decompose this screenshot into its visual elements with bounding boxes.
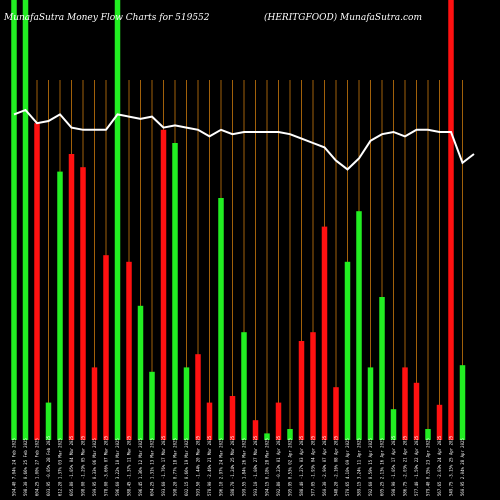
money-flow-bar [91, 367, 98, 440]
money-flow-bar [195, 354, 201, 440]
x-tick-label: 548.20 -2.16% 08 Apr 2025 [334, 435, 339, 496]
money-flow-bars [11, 0, 466, 441]
money-flow-bar [160, 129, 167, 441]
money-flow-bar [149, 371, 155, 440]
x-tick-label: 592.80 -0.23% 01 Apr 2025 [276, 435, 281, 496]
x-tick-label: 598.20 0.77% 18 Mar 2025 [173, 438, 178, 496]
money-flow-bar [356, 211, 362, 440]
money-flow-bar [137, 305, 144, 440]
money-flow-bar [333, 387, 339, 440]
x-tick-label: 577.40 -1.59% 22 Apr 2025 [414, 435, 419, 496]
money-flow-bar [229, 396, 236, 440]
chart-title-left: MunafaSutra Money Flow Charts for 519552 [3, 13, 210, 23]
x-tick-label: 593.60 -1.76% 17 Mar 2025 [161, 435, 166, 496]
x-tick-label: 604.25 1.00% 27 Feb 2025 [35, 438, 40, 496]
money-flow-bar [298, 341, 305, 440]
x-tick-label: 596.10 2.97% 24 Mar 2025 [219, 438, 224, 496]
money-flow-bar [22, 0, 29, 440]
money-flow-bar [114, 0, 121, 440]
x-tick-label: 596.60 3.22% 10 Mar 2025 [115, 438, 120, 496]
money-flow-bar [206, 402, 213, 440]
x-tick-label: 603.95 -0.05% 28 Feb 2025 [46, 435, 51, 496]
x-tick-label: 592.60 0.59% 15 Apr 2025 [368, 438, 373, 496]
money-flow-bar [252, 420, 259, 440]
x-tick-label: 560.30 -2.90% 07 Apr 2025 [322, 435, 327, 496]
money-flow-bar [11, 0, 17, 440]
x-tick-label: 560.95 2.04% 28 Apr 2025 [460, 438, 465, 496]
x-tick-label: 594.40 7.04% 24 Feb 2025 [12, 438, 17, 496]
x-axis-tick-labels: 594.40 7.04% 24 Feb 2025 598.30 0.66% 25 … [12, 435, 466, 496]
money-flow-bar [459, 365, 466, 440]
money-flow-bar [310, 332, 316, 440]
money-flow-bar [68, 154, 75, 440]
x-tick-label: 578.00 -3.66% 07 Mar 2025 [104, 435, 109, 496]
x-tick-label: 598.00 -1.29% 05 Mar 2025 [81, 435, 86, 496]
x-tick-label: 598.30 0.66% 25 Feb 2025 [23, 438, 28, 496]
money-flow-bar [34, 123, 40, 440]
x-tick-label: 605.25 2.13% 16 Apr 2025 [380, 438, 385, 496]
money-flow-bar [241, 332, 247, 440]
x-tick-label: 594.15 0.18% 28 Mar 2025 [265, 438, 270, 496]
money-flow-bar [321, 226, 328, 440]
money-flow-bar [402, 367, 408, 440]
x-tick-label: 602.15 0.66% 19 Mar 2025 [184, 438, 189, 496]
chart-title-right: (HERITGFOOD) MunafaSutra.com [264, 12, 422, 23]
price-trend-line [13, 108, 475, 171]
money-flow-bar [344, 261, 351, 440]
money-flow-bar [183, 367, 190, 440]
money-flow-bar [80, 167, 86, 440]
money-flow-bar [287, 429, 293, 440]
x-tick-label: 586.75 -2.03% 21 Apr 2025 [403, 435, 408, 496]
x-tick-label: 612.20 1.37% 03 Mar 2025 [58, 438, 63, 496]
money-flow-bar [425, 429, 431, 440]
x-tick-label: 588.70 -1.24% 25 Mar 2025 [230, 435, 235, 496]
x-tick-label: 599.95 0.33% 06 Mar 2025 [92, 438, 97, 496]
money-flow-bar [390, 409, 397, 440]
money-flow-bar [103, 255, 109, 440]
x-tick-label: 598.90 -1.05% 17 Apr 2025 [391, 435, 396, 496]
x-tick-label: 589.15 3.24% 11 Apr 2025 [357, 438, 362, 496]
x-tick-label: 604.25 1.31% 13 Mar 2025 [150, 438, 155, 496]
x-tick-label: 588.40 -1.27% 03 Apr 2025 [299, 435, 304, 496]
money-flow-bar [448, 0, 454, 440]
x-tick-label: 605.80 -1.05% 04 Mar 2025 [69, 435, 74, 496]
money-flow-bar [218, 198, 224, 440]
x-tick-label: 599.55 1.84% 26 Mar 2025 [242, 438, 247, 496]
x-tick-label: 567.65 -2.03% 24 Apr 2025 [437, 435, 442, 496]
money-flow-bar [275, 402, 282, 440]
money-flow-bar [172, 143, 178, 440]
x-tick-label: 595.95 0.53% 02 Apr 2025 [288, 438, 293, 496]
x-tick-label: 596.45 1.36% 12 Mar 2025 [138, 438, 143, 496]
money-flow-bar [57, 171, 63, 440]
x-tick-label: 549.75 -3.15% 25 Apr 2025 [449, 435, 454, 496]
x-tick-label: 593.10 -1.08% 27 Mar 2025 [253, 435, 258, 496]
money-flow-bar [413, 382, 420, 440]
money-flow-bar [379, 297, 385, 440]
x-tick-label: 579.40 0.35% 23 Apr 2025 [426, 438, 431, 496]
money-flow-bar [436, 404, 443, 440]
money-flow-bar [367, 367, 374, 440]
money-flow-bar [264, 433, 270, 440]
x-tick-label: 593.50 -1.44% 20 Mar 2025 [196, 435, 201, 496]
money-flow-bar [126, 261, 132, 440]
money-flow-bar [45, 402, 52, 440]
x-tick-label: 570.65 4.10% 09 Apr 2025 [345, 438, 350, 496]
x-tick-label: 588.45 -1.37% 11 Mar 2025 [127, 435, 132, 496]
x-tick-label: 578.90 -2.46% 21 Mar 2025 [207, 435, 212, 496]
x-tick-label: 577.05 -1.93% 04 Apr 2025 [311, 435, 316, 496]
